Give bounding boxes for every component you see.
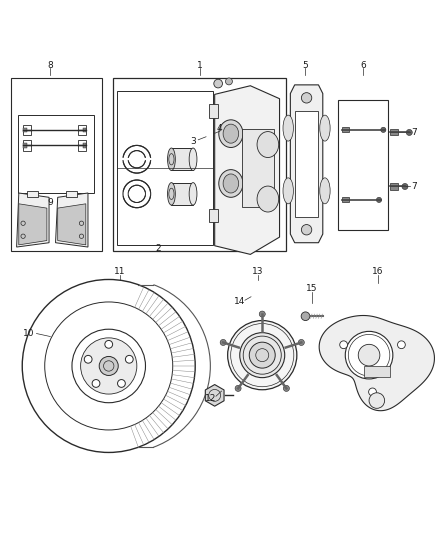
Circle shape: [226, 78, 233, 85]
Circle shape: [406, 130, 412, 135]
Circle shape: [301, 93, 312, 103]
Bar: [171, 183, 193, 205]
Circle shape: [249, 342, 275, 368]
Polygon shape: [19, 204, 47, 245]
Circle shape: [381, 127, 386, 132]
Text: 10: 10: [23, 329, 35, 338]
Ellipse shape: [257, 186, 279, 212]
Circle shape: [298, 340, 304, 345]
Ellipse shape: [189, 183, 197, 205]
Circle shape: [81, 338, 137, 394]
Text: 2: 2: [155, 244, 161, 253]
Circle shape: [301, 312, 310, 320]
Bar: [242, 129, 274, 207]
Circle shape: [345, 332, 393, 379]
Circle shape: [369, 388, 376, 396]
Ellipse shape: [168, 183, 175, 205]
Ellipse shape: [219, 120, 243, 148]
Circle shape: [358, 344, 380, 366]
Circle shape: [235, 385, 241, 391]
Circle shape: [214, 79, 223, 88]
Bar: [171, 148, 193, 171]
Circle shape: [398, 341, 405, 349]
Bar: [117, 91, 212, 245]
Polygon shape: [58, 204, 86, 245]
Circle shape: [228, 320, 297, 390]
Bar: [390, 130, 398, 135]
Bar: [342, 197, 349, 203]
Bar: [83, 143, 86, 148]
Polygon shape: [290, 85, 323, 243]
Circle shape: [301, 224, 312, 235]
Text: 6: 6: [360, 61, 366, 70]
Ellipse shape: [219, 169, 243, 197]
Circle shape: [220, 340, 226, 345]
Ellipse shape: [320, 115, 330, 141]
Ellipse shape: [223, 124, 239, 143]
Circle shape: [240, 333, 285, 378]
Bar: [78, 125, 86, 135]
Ellipse shape: [189, 148, 197, 171]
Ellipse shape: [257, 132, 279, 158]
Circle shape: [105, 341, 113, 348]
Bar: [113, 78, 286, 252]
Circle shape: [117, 379, 125, 387]
Text: 14: 14: [234, 297, 245, 306]
Bar: [295, 111, 318, 217]
Circle shape: [99, 357, 118, 375]
Polygon shape: [17, 193, 49, 247]
Bar: [66, 191, 77, 197]
Bar: [23, 140, 31, 151]
Polygon shape: [215, 86, 279, 254]
Bar: [209, 104, 218, 118]
Ellipse shape: [320, 178, 330, 204]
Circle shape: [125, 356, 133, 363]
Circle shape: [340, 341, 347, 349]
Polygon shape: [319, 316, 434, 411]
Text: 7: 7: [412, 128, 417, 137]
Circle shape: [283, 385, 290, 391]
Bar: [342, 127, 349, 132]
Bar: [23, 143, 27, 148]
Text: 16: 16: [372, 267, 384, 276]
Text: 8: 8: [47, 61, 53, 70]
Polygon shape: [205, 384, 224, 406]
Bar: [11, 78, 102, 252]
Ellipse shape: [223, 174, 239, 193]
Ellipse shape: [168, 148, 175, 171]
Polygon shape: [56, 193, 88, 247]
Text: 13: 13: [252, 267, 264, 276]
Text: 7: 7: [412, 182, 417, 191]
Ellipse shape: [283, 115, 293, 141]
Bar: [83, 128, 86, 132]
Text: 11: 11: [114, 267, 125, 276]
Bar: [338, 100, 388, 230]
Circle shape: [84, 356, 92, 363]
Text: 3: 3: [190, 136, 196, 146]
Circle shape: [92, 379, 100, 387]
Bar: [23, 128, 27, 132]
Text: 5: 5: [303, 61, 308, 70]
Text: 1: 1: [197, 61, 202, 70]
Circle shape: [402, 183, 408, 190]
Text: 9: 9: [47, 198, 53, 207]
Bar: [18, 115, 94, 193]
Bar: [390, 183, 398, 190]
Circle shape: [369, 393, 385, 408]
Bar: [78, 140, 86, 151]
Text: 15: 15: [306, 285, 318, 294]
Bar: [28, 191, 38, 197]
Bar: [364, 366, 390, 377]
Circle shape: [259, 311, 265, 317]
Text: 4: 4: [217, 124, 223, 133]
Ellipse shape: [283, 178, 293, 204]
Bar: [23, 125, 31, 135]
Circle shape: [376, 197, 381, 203]
Bar: [209, 208, 218, 222]
Text: 12: 12: [205, 394, 216, 403]
